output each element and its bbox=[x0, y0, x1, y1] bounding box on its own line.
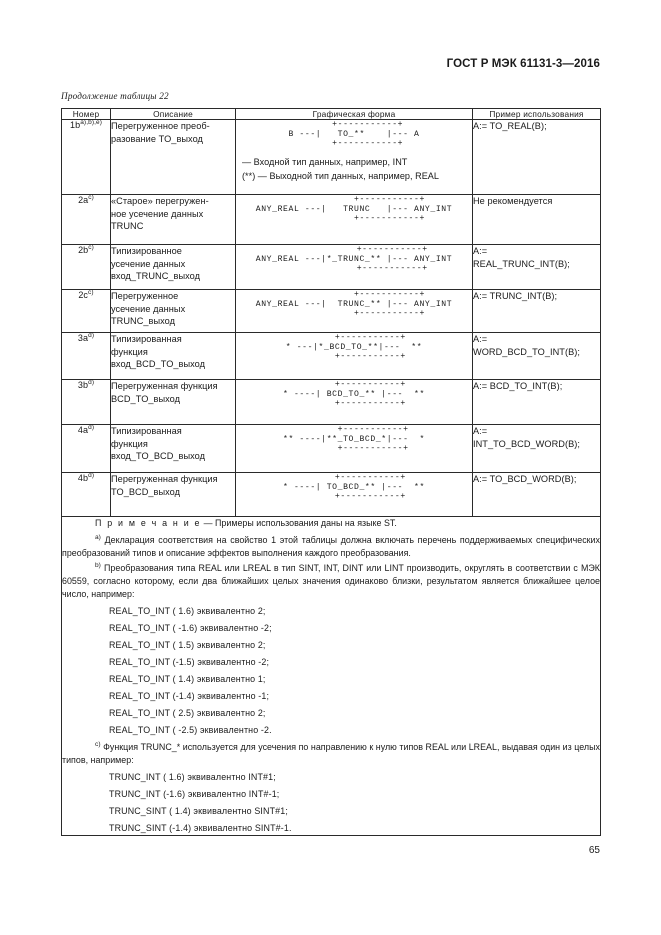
row-usage-example: A:= TRUNC_INT(B); bbox=[472, 289, 601, 333]
function-block-diagram: +-----------+ ** ----|**_TO_BCD_*|--- * … bbox=[283, 425, 425, 454]
row-number-footnote: c) bbox=[88, 194, 94, 201]
note-example-line: TRUNC_INT (-1.6) эквивалентно INT#-1; bbox=[109, 789, 280, 799]
table-row: 2bc) Типизированное усечение данных вход_TR… bbox=[61, 244, 601, 290]
row-number: 2bc) bbox=[61, 244, 111, 290]
row-graphic-form: +-----------+ ANY_REAL ---|*_TRUNC_** |-… bbox=[235, 244, 473, 290]
note-primechanie-label: П р и м е ч а н и е bbox=[95, 518, 202, 528]
note-c: c) Функция TRUNC_* используется для усеч… bbox=[62, 741, 600, 767]
table-caption: Продолжение таблицы 22 bbox=[61, 91, 169, 101]
row-graphic-form: +-----------+ * ----| BCD_TO_** |--- ** … bbox=[235, 379, 473, 425]
row-number: 3ad) bbox=[61, 332, 111, 380]
row-number: 4ad) bbox=[61, 424, 111, 473]
note-example-line: REAL_TO_INT (-1.5) эквивалентно -2; bbox=[109, 657, 270, 667]
note-a-text: Декларация соответствия на свойство 1 эт… bbox=[62, 535, 600, 558]
row-graphic-form: +-----------+ ANY_REAL ---| TRUNC |--- A… bbox=[235, 194, 473, 245]
note-b-examples: REAL_TO_INT ( 1.6) эквивалентно 2; REAL_T… bbox=[62, 605, 600, 737]
row-number: 2ac) bbox=[61, 194, 111, 245]
row-usage-example: Не рекомендуется bbox=[472, 194, 601, 245]
note-b: b) Преобразования типа REAL или LREAL в … bbox=[62, 562, 600, 601]
note-a: a) Декларация соответствия на свойство 1… bbox=[62, 534, 600, 560]
function-block-diagram: +-----------+ * ----| TO_BCD_** |--- ** … bbox=[283, 473, 425, 502]
row-number-footnote: c) bbox=[88, 289, 94, 296]
note-example-line: REAL_TO_INT ( 1.5) эквивалентно 2; bbox=[109, 640, 266, 650]
row-graphic-form: +-----------+ ** ----|**_TO_BCD_*|--- * … bbox=[235, 424, 473, 473]
graphic-legend: — Входной тип данных, например, INT (**) … bbox=[236, 156, 472, 184]
note-example-line: REAL_TO_INT ( 2.5) эквивалентно 2; bbox=[109, 708, 266, 718]
standard-header: ГОСТ Р МЭК 61131-3—2016 bbox=[446, 58, 600, 70]
row-number-footnote: d) bbox=[88, 379, 95, 386]
row-description: Перегруженная функция BCD_TO_выход bbox=[110, 379, 236, 425]
function-block-diagram: +-----------+ * ---|*_BCD_TO_**|--- ** +… bbox=[285, 333, 423, 362]
table-row: 3bd) Перегруженная функция BCD_TO_выход +-… bbox=[61, 379, 601, 425]
row-usage-example: A:= REAL_TRUNC_INT(B); bbox=[472, 244, 601, 290]
column-header-number: Номер bbox=[61, 108, 111, 120]
table-row: 3ad) Типизированная функция вход_BCD_TO_вых… bbox=[61, 332, 601, 380]
row-graphic-form: +-----------+ * ---|*_BCD_TO_**|--- ** +… bbox=[235, 332, 473, 380]
note-a-marker: a) bbox=[95, 534, 101, 542]
function-block-diagram: +-----------+ B ---| TO_** |--- A +-----… bbox=[288, 120, 420, 149]
row-number: 4bd) bbox=[61, 472, 111, 517]
table-notes-cell: П р и м е ч а н и е — Примеры использова… bbox=[61, 516, 601, 836]
table-row: 2cc) Перегруженное усечение данных TRUNC_вы… bbox=[61, 289, 601, 333]
row-description: Типизированная функция вход_BCD_TO_выход bbox=[110, 332, 236, 380]
row-number-footnote: d) bbox=[88, 332, 95, 339]
function-block-diagram: +-----------+ ANY_REAL ---| TRUNC_** |--… bbox=[255, 290, 453, 319]
row-number: 3bd) bbox=[61, 379, 111, 425]
page-number: 65 bbox=[588, 845, 600, 856]
row-number-footnote: d) bbox=[88, 472, 95, 479]
table-row: 4bd) Перегруженная функция TO_BCD_выход +-… bbox=[61, 472, 601, 517]
note-example-line: REAL_TO_INT ( 1.6) эквивалентно 2; bbox=[109, 606, 266, 616]
table-row: 4ad) Типизированная функция вход_TO_BCD_вых… bbox=[61, 424, 601, 473]
function-block-diagram: +-----------+ ANY_REAL ---| TRUNC |--- A… bbox=[255, 195, 453, 224]
column-header-graphic-form: Графическая форма bbox=[235, 108, 473, 120]
note-example-line: REAL_TO_INT (-1.4) эквивалентно -1; bbox=[109, 691, 270, 701]
note-c-marker: c) bbox=[95, 741, 101, 749]
column-header-description: Описание bbox=[110, 108, 236, 120]
note-b-text: Преобразования типа REAL или LREAL в тип… bbox=[62, 563, 600, 599]
function-block-diagram: +-----------+ * ----| BCD_TO_** |--- ** … bbox=[283, 380, 425, 409]
table-body: 1ba),b),e) Перегруженное преоб-разование … bbox=[61, 119, 601, 517]
row-number-footnote: c) bbox=[88, 244, 94, 251]
note-example-line: TRUNC_SINT ( 1.4) эквивалентно SINT#1; bbox=[109, 806, 288, 816]
row-number: 2cc) bbox=[61, 289, 111, 333]
note-example-line: TRUNC_INT ( 1.6) эквивалентно INT#1; bbox=[109, 772, 276, 782]
note-example-line: REAL_TO_INT ( -2.5) эквивалентно -2. bbox=[109, 725, 272, 735]
table-row: 2ac) «Старое» перегружен-ное усечение дан… bbox=[61, 194, 601, 245]
note-example-line: REAL_TO_INT ( 1.4) эквивалентно 1; bbox=[109, 674, 266, 684]
conversion-functions-table: Номер Описание Графическая форма Пример … bbox=[61, 108, 601, 836]
function-block-diagram: +-----------+ ANY_REAL ---|*_TRUNC_** |-… bbox=[255, 245, 453, 274]
note-primechanie: П р и м е ч а н и е — Примеры использова… bbox=[62, 517, 600, 530]
table-notes-row: П р и м е ч а н и е — Примеры использова… bbox=[61, 516, 601, 836]
row-description: «Старое» перегружен-ное усечение данных T… bbox=[110, 194, 236, 245]
note-example-line: REAL_TO_INT ( -1.6) эквивалентно -2; bbox=[109, 623, 272, 633]
graphic-legend-line: (**) — Выходной тип данных, например, RE… bbox=[242, 171, 439, 182]
row-graphic-form: +-----------+ ANY_REAL ---| TRUNC_** |--… bbox=[235, 289, 473, 333]
note-example-line: TRUNC_SINT (-1.4) эквивалентно SINT#-1. bbox=[109, 823, 292, 833]
graphic-legend-line: — Входной тип данных, например, INT bbox=[242, 156, 408, 167]
row-description: Перегруженное преоб-разование TO_выход bbox=[110, 119, 236, 195]
note-c-examples: TRUNC_INT ( 1.6) эквивалентно INT#1; TRUN… bbox=[62, 771, 600, 835]
row-number-footnote: d) bbox=[88, 424, 95, 431]
row-graphic-form: +-----------+ * ----| TO_BCD_** |--- ** … bbox=[235, 472, 473, 517]
row-number: 1ba),b),e) bbox=[61, 119, 111, 195]
note-b-marker: b) bbox=[95, 562, 101, 570]
row-description: Типизированное усечение данных вход_TRUNC_… bbox=[110, 244, 236, 290]
row-description: Перегруженное усечение данных TRUNC_выход bbox=[110, 289, 236, 333]
row-number-footnote: a),b),e) bbox=[80, 119, 102, 126]
row-usage-example: A:= INT_TO_BCD_WORD(B); bbox=[472, 424, 601, 473]
note-primechanie-text: — Примеры использования даны на языке ST… bbox=[201, 518, 397, 528]
column-header-usage-example: Пример использования bbox=[472, 108, 601, 120]
row-usage-example: A:= TO_BCD_WORD(B); bbox=[472, 472, 601, 517]
row-description: Типизированная функция вход_TO_BCD_выход bbox=[110, 424, 236, 473]
row-graphic-form: +-----------+ B ---| TO_** |--- A +-----… bbox=[235, 119, 473, 195]
row-usage-example: A:= WORD_BCD_TO_INT(B); bbox=[472, 332, 601, 380]
row-description: Перегруженная функция TO_BCD_выход bbox=[110, 472, 236, 517]
note-c-text: Функция TRUNC_* используется для усечени… bbox=[62, 742, 600, 765]
table-row: 1ba),b),e) Перегруженное преоб-разование … bbox=[61, 119, 601, 195]
table-header-row: Номер Описание Графическая форма Пример … bbox=[61, 108, 601, 120]
row-usage-example: A:= TO_REAL(B); bbox=[472, 119, 601, 195]
row-usage-example: A:= BCD_TO_INT(B); bbox=[472, 379, 601, 425]
